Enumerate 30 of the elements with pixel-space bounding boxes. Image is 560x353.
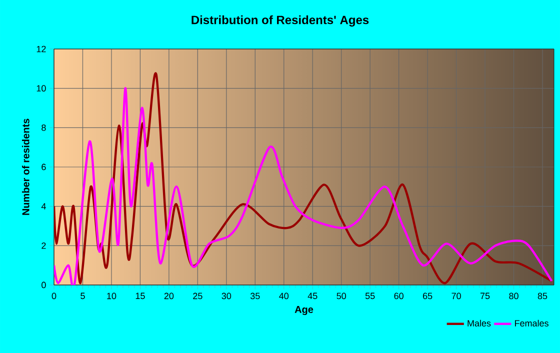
x-tick-label: 50: [336, 292, 346, 300]
y-tick-label: 10: [36, 85, 46, 92]
y-tick-label: 4: [41, 203, 46, 210]
y-tick-label: 2: [42, 242, 46, 249]
x-tick-label: 35: [250, 292, 260, 300]
x-tick-label: 20: [164, 292, 174, 300]
x-tick-label: 80: [509, 292, 518, 300]
x-tick-label: 45: [308, 292, 318, 300]
y-tick-label: 6: [42, 164, 46, 170]
chart-title: Distribution of Residents' Ages: [192, 15, 369, 27]
x-tick-label: 0: [52, 292, 56, 300]
x-tick-label: 55: [365, 292, 375, 300]
x-tick-label: 30: [222, 292, 232, 300]
x-tick-label: 15: [136, 292, 145, 300]
x-tick-label: 60: [394, 292, 404, 300]
legend-label: Females: [515, 320, 548, 326]
x-tick-label: 75: [480, 292, 490, 300]
y-tick-label: 12: [36, 46, 46, 52]
x-tick-label: 40: [279, 292, 289, 300]
x-tick-label: 85: [538, 292, 548, 300]
legend-label: Males: [468, 320, 491, 326]
x-tick-label: 5: [80, 292, 85, 300]
x-tick-label: 70: [452, 292, 461, 300]
y-tick-label: 0: [42, 282, 46, 288]
x-tick-label: 25: [193, 292, 202, 300]
y-tick-label: 8: [42, 124, 46, 131]
x-tick-label: 10: [107, 292, 116, 300]
x-axis-title: Age: [294, 306, 314, 316]
x-tick-label: 65: [423, 292, 432, 300]
y-axis-title: Number of residents: [22, 118, 30, 215]
